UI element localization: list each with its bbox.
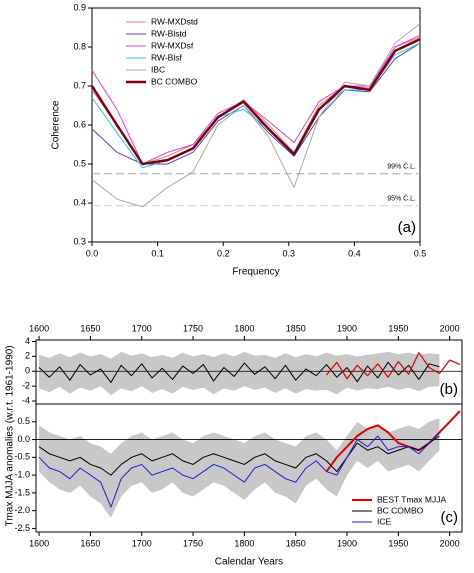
legend-label: IBC bbox=[151, 64, 165, 74]
series-line bbox=[91, 23, 421, 208]
x-tick-label: 1650 bbox=[80, 538, 100, 548]
x-tick-label: 1950 bbox=[388, 538, 408, 548]
x-tick-label: 0.2 bbox=[217, 248, 230, 258]
y-tick-label: 0.3 bbox=[73, 236, 86, 246]
series-line bbox=[326, 352, 461, 380]
x-tick-label: 1700 bbox=[132, 538, 152, 548]
x-tick-label: 1650 bbox=[80, 323, 100, 333]
x-tick-label: 2000 bbox=[440, 538, 460, 548]
x-tick-label: 1750 bbox=[183, 323, 203, 333]
y-tick-label: 0.4 bbox=[73, 197, 86, 207]
legend-label: RW-MXDsf bbox=[151, 40, 194, 50]
legend-label: RW-Blsf bbox=[151, 52, 182, 62]
y-tick-label: -0.5 bbox=[14, 452, 30, 462]
y-tick-label: 0.7 bbox=[73, 80, 86, 90]
legend-label: BC COMBO bbox=[151, 76, 198, 86]
x-axis-label: Frequency bbox=[232, 267, 279, 278]
x-tick-label: 0.1 bbox=[151, 248, 164, 258]
legend-label: RW-Blstd bbox=[151, 28, 187, 38]
x-tick-label: 0.5 bbox=[414, 248, 427, 258]
series-line bbox=[38, 435, 440, 476]
y-tick-label: -2.0 bbox=[14, 505, 30, 515]
series-line bbox=[91, 36, 421, 165]
y-tick-label: 2 bbox=[25, 351, 30, 361]
x-tick-label: 1800 bbox=[234, 538, 254, 548]
x-tick-label: 1600 bbox=[29, 538, 49, 548]
x-tick-label: 0.0 bbox=[86, 248, 99, 258]
y-tick-label: -1.0 bbox=[14, 469, 30, 479]
plot-frame bbox=[35, 403, 463, 533]
uncertainty-band bbox=[39, 418, 440, 518]
y-tick-label: 4 bbox=[25, 336, 30, 346]
y-axis-label: Tmax MJJA anomalies (w.r.t. 1961-1990) bbox=[5, 345, 16, 526]
legend-label: BC COMBO bbox=[377, 505, 424, 515]
y-tick-label: 0.0 bbox=[17, 434, 30, 444]
legend-label: ICE bbox=[377, 516, 392, 526]
x-tick-label: 0.4 bbox=[348, 248, 361, 258]
x-tick-label: 1800 bbox=[234, 323, 254, 333]
legend-label: RW-MXDstd bbox=[151, 16, 198, 26]
y-axis-label: Coherence bbox=[51, 100, 62, 149]
y-tick-label: 0.9 bbox=[73, 2, 86, 12]
y-tick-label: -4 bbox=[22, 395, 30, 405]
panel-label: (b) bbox=[440, 381, 458, 398]
x-tick-label: 1900 bbox=[337, 323, 357, 333]
y-tick-label: 0.8 bbox=[73, 41, 86, 51]
confidence-label: 99% C.L. bbox=[387, 164, 416, 171]
y-tick-label: 0.5 bbox=[73, 158, 86, 168]
y-tick-label: 0.6 bbox=[73, 119, 86, 129]
x-axis-label: Calendar Years bbox=[215, 557, 283, 568]
x-tick-label: 1850 bbox=[286, 323, 306, 333]
x-tick-label: 1900 bbox=[337, 538, 357, 548]
panel-label: (c) bbox=[441, 509, 459, 526]
x-tick-label: 1850 bbox=[286, 538, 306, 548]
y-tick-label: 0.5 bbox=[17, 416, 30, 426]
uncertainty-band bbox=[39, 351, 440, 396]
y-tick-label: -2 bbox=[22, 381, 30, 391]
y-tick-label: 0 bbox=[25, 366, 30, 376]
y-tick-label: -1.5 bbox=[14, 487, 30, 497]
x-tick-label: 1750 bbox=[183, 538, 203, 548]
series-line bbox=[90, 38, 421, 166]
x-tick-label: 2000 bbox=[440, 323, 460, 333]
x-tick-label: 1950 bbox=[388, 323, 408, 333]
legend-label: BEST Tmax MJJA bbox=[377, 494, 446, 504]
series-line bbox=[91, 42, 421, 165]
series-line bbox=[38, 432, 440, 508]
series-line bbox=[91, 34, 421, 165]
x-tick-label: 1700 bbox=[132, 323, 152, 333]
series-line bbox=[38, 361, 440, 383]
y-tick-label: -2.5 bbox=[14, 523, 30, 533]
x-tick-label: 1600 bbox=[29, 323, 49, 333]
x-tick-label: 0.3 bbox=[283, 248, 296, 258]
panel-label: (a) bbox=[398, 219, 416, 236]
confidence-label: 95% C.L. bbox=[387, 196, 416, 203]
series-line bbox=[91, 42, 421, 169]
